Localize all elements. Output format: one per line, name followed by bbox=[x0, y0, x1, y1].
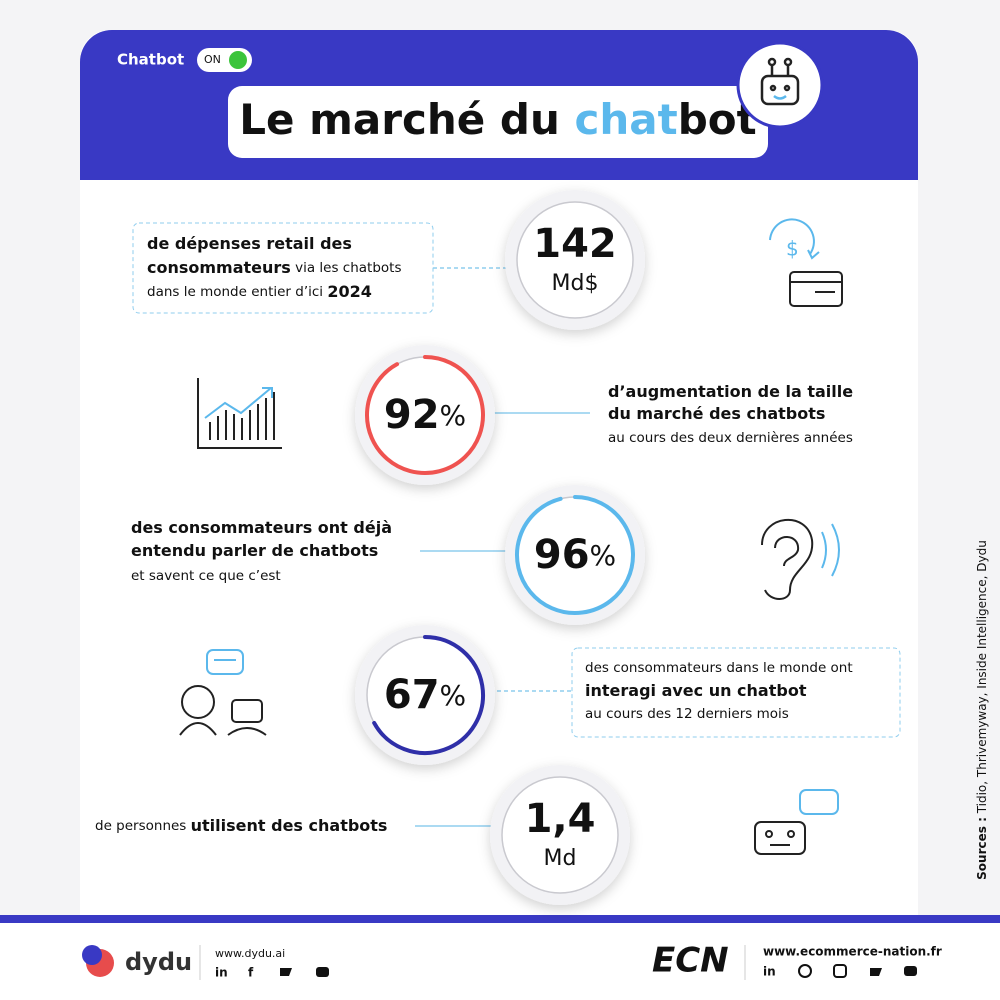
icons: $ bbox=[179, 218, 843, 855]
description-part: dans le monde entier d’ici bbox=[147, 284, 327, 300]
dydu-logo bbox=[82, 945, 102, 965]
stat-number: 92 bbox=[384, 392, 440, 438]
card bbox=[80, 30, 918, 950]
description-part: des consommateurs ont déjà bbox=[131, 518, 392, 537]
sources: Sources : Tidio, Thrivemyway, Inside Int… bbox=[975, 540, 989, 880]
social-icon[interactable]: in bbox=[763, 965, 776, 979]
description-part: au cours des 12 derniers mois bbox=[585, 706, 789, 722]
toggle-knob bbox=[229, 51, 247, 69]
stat-value: 92% bbox=[384, 392, 466, 438]
social-icon[interactable]: f bbox=[248, 966, 254, 980]
ecn-url: www.ecommerce-nation.fr bbox=[763, 945, 942, 959]
stat-description: de personnes utilisent des chatbots bbox=[95, 816, 387, 835]
toggle-state: ON bbox=[204, 53, 221, 66]
description-part: au cours des deux dernières années bbox=[608, 430, 853, 446]
description-part: d’augmentation de la taille bbox=[608, 382, 853, 401]
bot-icon bbox=[760, 57, 800, 106]
toggle-label: Chatbot bbox=[117, 51, 184, 69]
stat-description: de dépenses retail des bbox=[147, 234, 352, 253]
sources-text: Tidio, Thrivemyway, Inside Intelligence,… bbox=[975, 540, 989, 817]
stat-unit: % bbox=[590, 539, 617, 572]
stat-value: 67% bbox=[384, 672, 466, 718]
title-pill bbox=[228, 86, 768, 158]
title-part: Le marché du bbox=[239, 95, 574, 144]
social-icon[interactable] bbox=[316, 967, 329, 977]
dydu-url: www.dydu.ai bbox=[215, 947, 285, 960]
description-part: interagi avec un chatbot bbox=[585, 681, 807, 700]
stat-number: 1,4 bbox=[525, 796, 596, 842]
stat-description: d’augmentation de la taille bbox=[608, 382, 853, 401]
stat-arc bbox=[365, 355, 485, 475]
description-part: consommateurs bbox=[147, 258, 291, 277]
stat-description: au cours des deux dernières années bbox=[608, 430, 853, 446]
social-icon[interactable]: in bbox=[215, 966, 228, 980]
title: Le marché du chatbot bbox=[239, 95, 756, 144]
social-icon[interactable] bbox=[833, 964, 847, 978]
stat-description: consommateurs via les chatbots bbox=[147, 258, 402, 277]
stat-unit: % bbox=[440, 679, 467, 712]
social-icon[interactable] bbox=[798, 964, 812, 978]
description-part: entendu parler de chatbots bbox=[131, 541, 378, 560]
description-part: de personnes bbox=[95, 818, 191, 834]
stat-unit: % bbox=[440, 399, 467, 432]
description-part: des consommateurs dans le monde ont bbox=[585, 660, 853, 676]
sources-label: Sources : bbox=[975, 817, 989, 880]
description-part: de dépenses retail des bbox=[147, 234, 352, 253]
title-part: chat bbox=[574, 95, 677, 144]
social-icon[interactable] bbox=[280, 968, 292, 976]
stat-description: dans le monde entier d’ici 2024 bbox=[147, 282, 372, 301]
footer bbox=[0, 923, 1000, 1000]
stat-value: 96% bbox=[534, 532, 616, 578]
description-part: utilisent des chatbots bbox=[191, 816, 388, 835]
ecn-logo: ECN bbox=[652, 941, 729, 981]
stat-arc bbox=[372, 635, 485, 755]
stat-number: 67 bbox=[384, 672, 440, 718]
description-part: via les chatbots bbox=[291, 260, 402, 276]
stat-unit: Md bbox=[544, 846, 577, 871]
stat-description: des consommateurs ont déjà bbox=[131, 518, 392, 537]
stat-description: du marché des chatbots bbox=[608, 404, 825, 423]
social-icon[interactable] bbox=[870, 968, 882, 976]
svg-text:$: $ bbox=[786, 237, 799, 261]
bot-badge bbox=[736, 41, 824, 129]
stat-description: au cours des 12 derniers mois bbox=[585, 706, 789, 722]
description-part: et savent ce que c’est bbox=[131, 568, 281, 584]
stat-description: des consommateurs dans le monde ont bbox=[585, 660, 853, 676]
stat-arc bbox=[515, 495, 635, 615]
stat-description: interagi avec un chatbot bbox=[585, 681, 807, 700]
stat-ring bbox=[516, 201, 634, 319]
stat-number: 96 bbox=[534, 532, 590, 578]
social-icon[interactable] bbox=[904, 966, 917, 976]
stat-number: 142 bbox=[533, 221, 617, 267]
stat-unit: Md$ bbox=[552, 271, 599, 296]
text-box bbox=[571, 647, 901, 738]
footer-band bbox=[0, 915, 1000, 923]
stat-description: entendu parler de chatbots bbox=[131, 541, 378, 560]
dydu-name: dydu bbox=[125, 948, 192, 976]
stat-ring bbox=[501, 776, 619, 894]
description-part: 2024 bbox=[327, 282, 372, 301]
description-part: du marché des chatbots bbox=[608, 404, 825, 423]
stat-description: et savent ce que c’est bbox=[131, 568, 281, 584]
